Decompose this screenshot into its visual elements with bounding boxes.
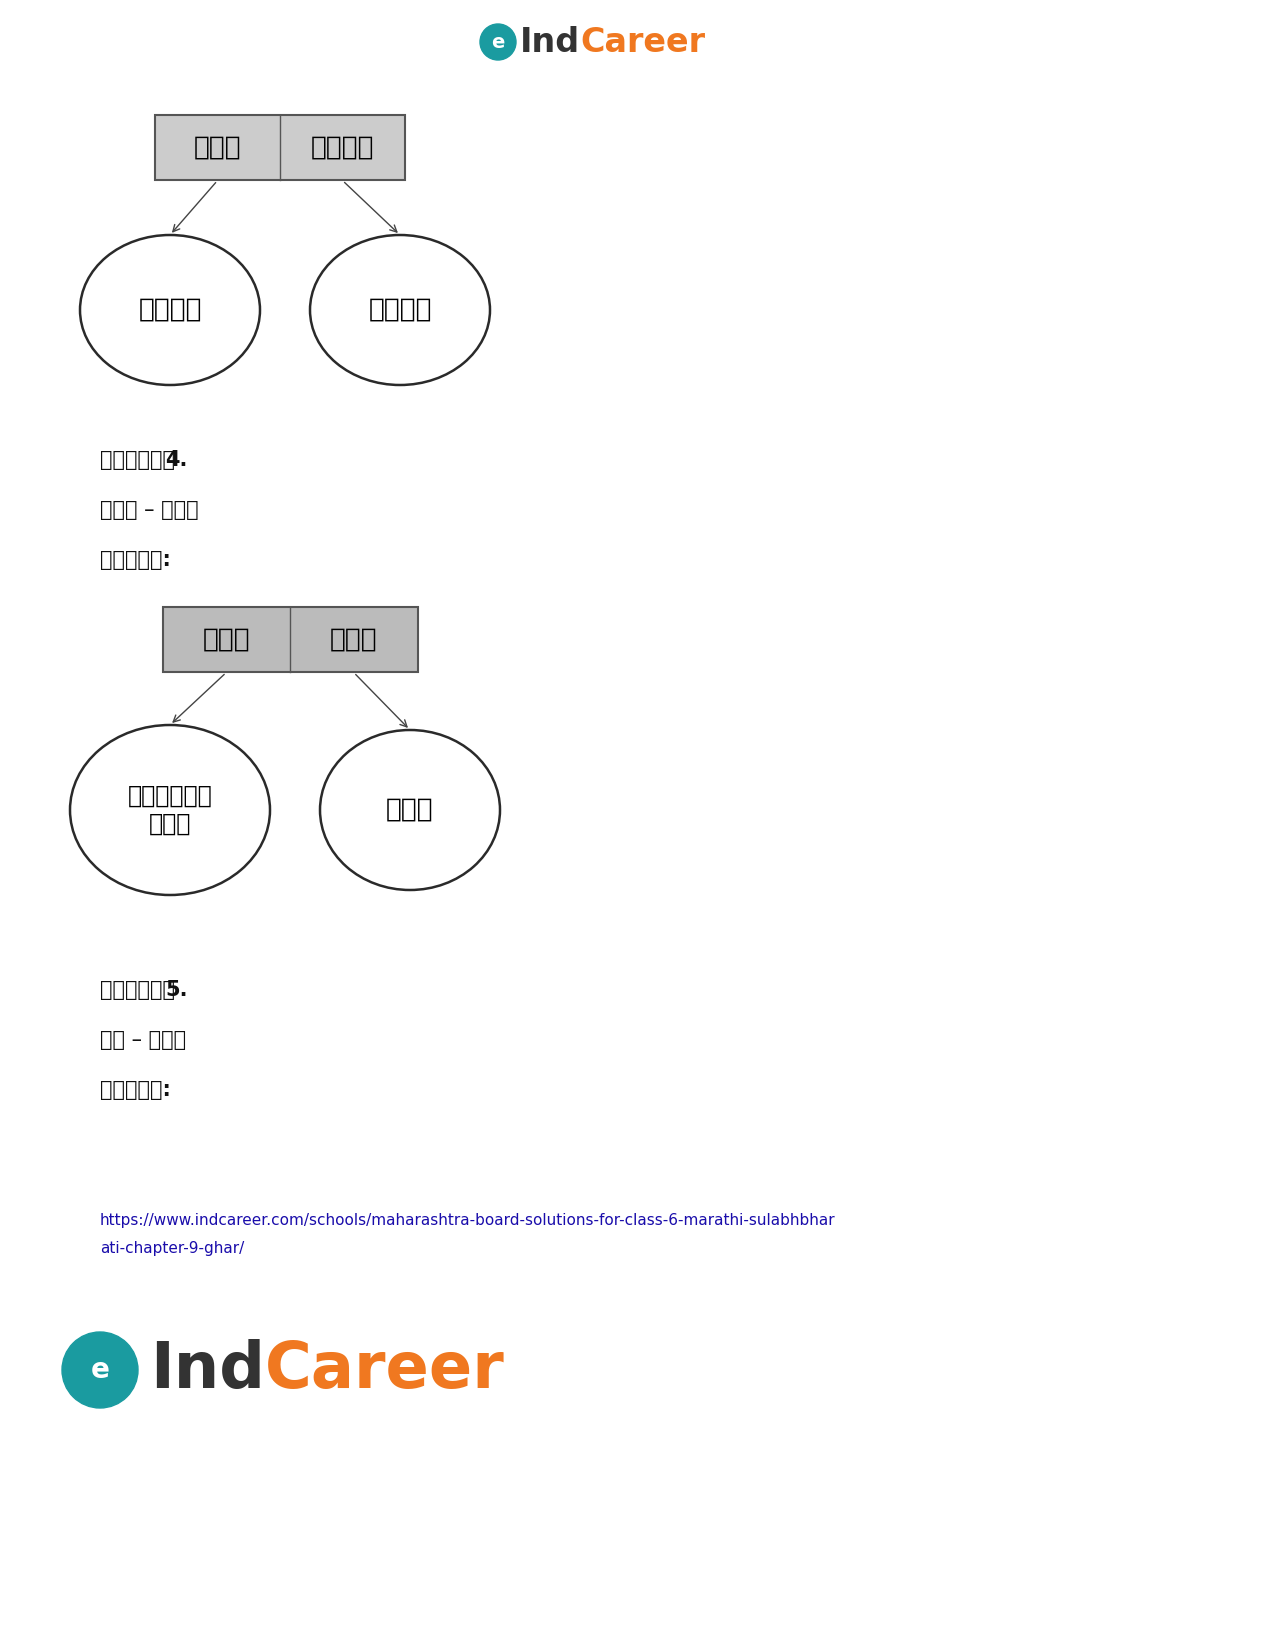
Text: खारट: खारट	[368, 297, 432, 324]
Text: Career: Career	[580, 25, 705, 58]
Text: खरे: खरे	[194, 135, 241, 162]
Text: खारे: खारे	[311, 135, 375, 162]
Text: ati-chapter-9-ghar/: ati-chapter-9-ghar/	[99, 1240, 245, 1255]
Text: गार – गार: गार – गार	[99, 500, 199, 520]
Text: Ind: Ind	[150, 1339, 265, 1402]
Text: प्रश्न: प्रश्न	[99, 981, 182, 1001]
Text: उत्तर:: उत्तर:	[99, 550, 171, 570]
Text: गार: गार	[330, 627, 377, 654]
Text: e: e	[91, 1355, 110, 1384]
Text: 4.: 4.	[164, 451, 187, 471]
Ellipse shape	[80, 234, 260, 385]
FancyBboxPatch shape	[156, 116, 405, 180]
Text: Career: Career	[265, 1339, 505, 1402]
Text: सत्य: सत्य	[138, 297, 201, 324]
Circle shape	[479, 25, 516, 59]
Text: फळातील
मगज: फळातील मगज	[128, 784, 213, 835]
Ellipse shape	[70, 725, 270, 895]
Circle shape	[62, 1332, 138, 1408]
Text: प्रश्न: प्रश्न	[99, 451, 182, 471]
FancyBboxPatch shape	[162, 608, 417, 672]
Text: थंड: थंड	[386, 797, 434, 822]
Text: घर – घार: घर – घार	[99, 1030, 186, 1050]
Text: 5.: 5.	[164, 981, 187, 1001]
Text: https://www.indcareer.com/schools/maharashtra-board-solutions-for-class-6-marath: https://www.indcareer.com/schools/mahara…	[99, 1212, 835, 1227]
Text: e: e	[491, 33, 505, 51]
Ellipse shape	[310, 234, 490, 385]
Text: उत्तर:: उत्तर:	[99, 1080, 171, 1100]
Ellipse shape	[320, 730, 500, 890]
Text: Ind: Ind	[520, 25, 580, 58]
Text: गार: गार	[203, 627, 250, 654]
